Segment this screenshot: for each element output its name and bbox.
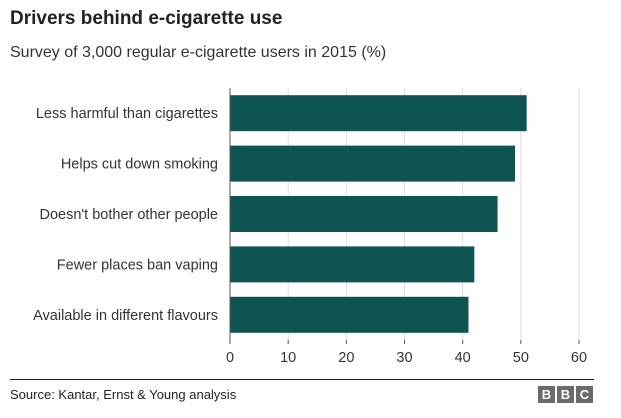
bbc-logo: B B C: [538, 386, 593, 403]
footer-divider: [10, 379, 594, 380]
bar: [230, 296, 469, 333]
category-label: Doesn't bother other people: [39, 207, 218, 223]
bar: [230, 145, 516, 182]
category-label: Less harmful than cigarettes: [36, 106, 218, 122]
bar: [230, 196, 498, 232]
x-tick-label: 30: [396, 350, 412, 366]
x-tick-label: 50: [513, 350, 529, 366]
category-label: Fewer places ban vaping: [57, 257, 218, 273]
bar-chart: Less harmful than cigarettes Helps cut do…: [33, 88, 587, 366]
category-label: Available in different flavours: [33, 308, 218, 324]
x-tick-label: 60: [571, 350, 587, 366]
chart-subtitle: Survey of 3,000 regular e-cigarette user…: [10, 44, 387, 61]
category-label: Helps cut down smoking: [61, 157, 218, 173]
x-tick-label: 10: [280, 350, 296, 366]
bbc-logo-letter: B: [557, 386, 574, 403]
x-tick-label: 0: [226, 350, 234, 366]
x-tick-label: 40: [455, 350, 471, 366]
source-note: Source: Kantar, Ernst & Young analysis: [10, 387, 237, 402]
bar: [230, 246, 475, 283]
bar: [230, 95, 527, 132]
bbc-logo-letter: C: [576, 386, 593, 403]
bbc-logo-letter: B: [538, 386, 555, 403]
chart-title: Drivers behind e-cigarette use: [10, 8, 283, 29]
x-tick-label: 20: [338, 350, 354, 366]
